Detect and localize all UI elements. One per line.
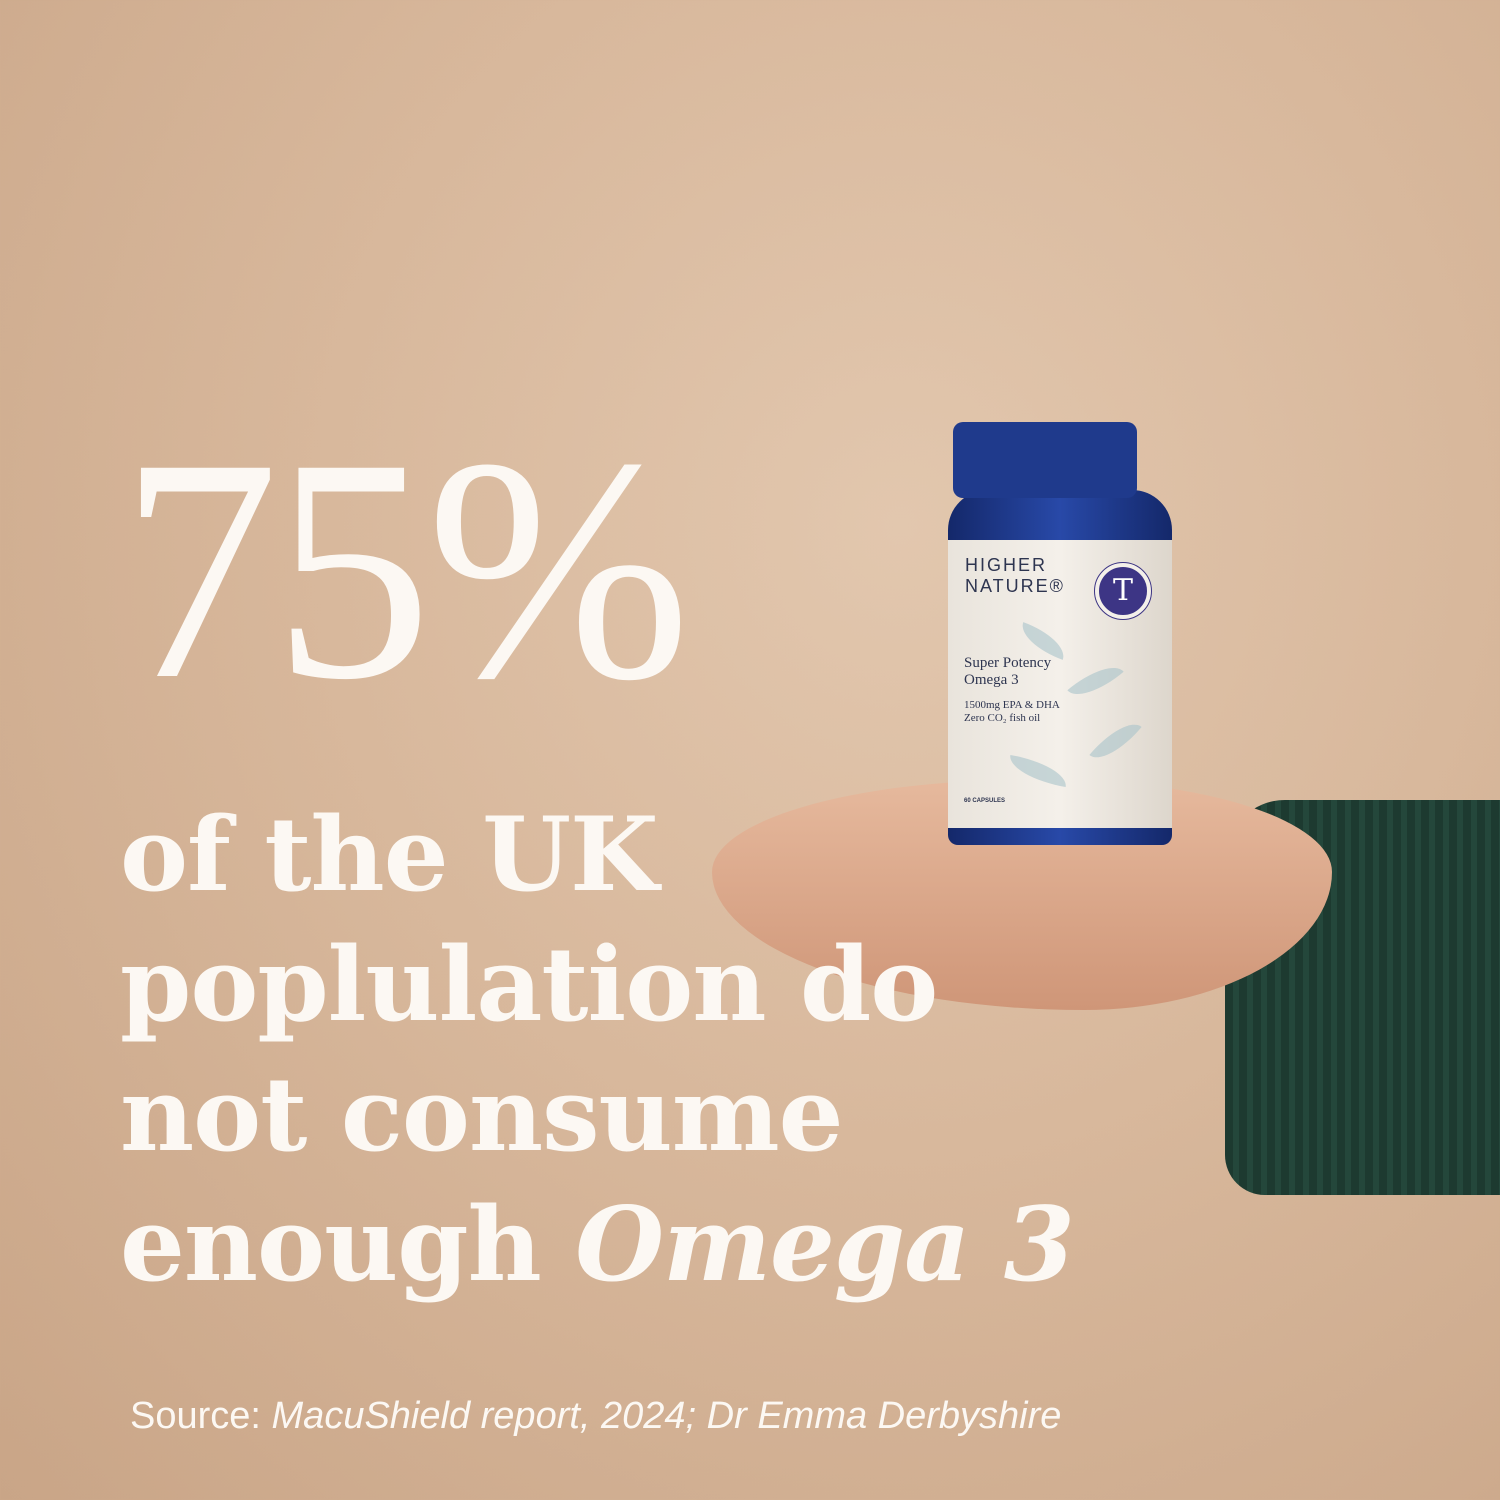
source-text: MacuShield report, 2024; Dr Emma Derbysh… xyxy=(271,1395,1062,1437)
leaf-illustration xyxy=(1067,654,1124,708)
product-name: Super Potency Omega 3 xyxy=(964,655,1051,689)
product-specs: 1500mg EPA & DHA Zero CO₂ fish oil xyxy=(964,699,1060,725)
product-name-line: Super Potency xyxy=(964,655,1052,671)
source-label: Source: xyxy=(130,1395,272,1437)
bottle-cap xyxy=(953,422,1137,498)
capsule-count: 60 CAPSULES xyxy=(964,798,1006,804)
brand-line: HIGHER xyxy=(965,555,1048,575)
spec: 1500mg EPA & DHA xyxy=(964,699,1060,711)
headline-line: not consume xyxy=(120,1055,844,1175)
headline-text: of the UK poplulation do not consume eno… xyxy=(120,790,1075,1310)
headline-line: enough Omega 3 xyxy=(120,1180,1075,1310)
headline-emphasis: Omega 3 xyxy=(575,1185,1075,1305)
leaf-illustration xyxy=(1006,754,1070,788)
leaf-illustration xyxy=(1089,712,1142,770)
spec: Zero CO₂ fish oil xyxy=(964,712,1041,724)
headline-line: of the UK xyxy=(120,795,659,915)
true-food-seal: T xyxy=(1094,562,1152,620)
product-name-line: Omega 3 xyxy=(964,672,1019,688)
headline-stat: 75% xyxy=(120,393,691,745)
headline-text-prefix: enough xyxy=(120,1185,576,1305)
headline-line: poplulation do xyxy=(120,925,938,1045)
brand-logo: HIGHER NATURE® xyxy=(965,555,1065,597)
brand-line: NATURE® xyxy=(965,576,1065,596)
source-citation: Source: MacuShield report, 2024; Dr Emma… xyxy=(130,1395,1061,1438)
